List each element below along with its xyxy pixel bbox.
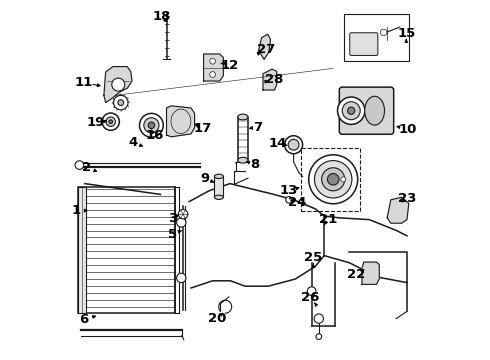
- Circle shape: [288, 139, 299, 150]
- Ellipse shape: [365, 96, 385, 125]
- Circle shape: [112, 78, 125, 91]
- Text: 8: 8: [250, 158, 260, 171]
- Circle shape: [342, 102, 360, 120]
- Bar: [344, 14, 409, 61]
- Circle shape: [286, 197, 292, 203]
- Circle shape: [210, 58, 216, 64]
- Circle shape: [321, 168, 345, 191]
- Circle shape: [106, 117, 116, 126]
- Text: 7: 7: [253, 121, 262, 134]
- Polygon shape: [104, 67, 132, 103]
- Circle shape: [178, 210, 188, 219]
- Text: 21: 21: [318, 213, 337, 226]
- Circle shape: [148, 122, 155, 129]
- Circle shape: [176, 273, 186, 283]
- Circle shape: [176, 218, 186, 227]
- Text: 17: 17: [194, 122, 212, 135]
- Circle shape: [210, 72, 216, 77]
- Text: 9: 9: [200, 172, 209, 185]
- Text: 2: 2: [82, 161, 91, 174]
- Bar: [238, 117, 248, 160]
- Text: 24: 24: [288, 196, 306, 209]
- Text: 12: 12: [221, 59, 239, 72]
- Ellipse shape: [238, 157, 248, 163]
- Circle shape: [327, 174, 339, 185]
- Text: 16: 16: [145, 129, 164, 142]
- Text: 5: 5: [168, 228, 177, 241]
- Text: 27: 27: [257, 43, 276, 56]
- Circle shape: [144, 118, 159, 133]
- Circle shape: [102, 113, 120, 130]
- Polygon shape: [167, 106, 195, 137]
- Circle shape: [338, 97, 365, 124]
- FancyBboxPatch shape: [339, 87, 393, 134]
- Ellipse shape: [238, 114, 248, 120]
- Circle shape: [309, 155, 358, 204]
- Bar: [77, 187, 86, 313]
- Circle shape: [109, 120, 113, 123]
- Text: 11: 11: [74, 76, 93, 89]
- FancyBboxPatch shape: [350, 33, 378, 55]
- Text: 20: 20: [208, 312, 226, 325]
- Bar: [301, 148, 360, 211]
- Circle shape: [140, 113, 163, 137]
- Polygon shape: [263, 69, 277, 90]
- Circle shape: [316, 334, 321, 339]
- Text: 25: 25: [304, 251, 322, 264]
- Text: 3: 3: [168, 212, 177, 225]
- Polygon shape: [259, 34, 270, 59]
- Text: 23: 23: [398, 192, 416, 204]
- Circle shape: [314, 314, 323, 323]
- Text: 13: 13: [280, 184, 298, 197]
- Circle shape: [75, 161, 84, 169]
- Circle shape: [118, 100, 123, 105]
- Text: 26: 26: [301, 291, 319, 304]
- Circle shape: [380, 29, 387, 36]
- Text: 15: 15: [397, 27, 416, 40]
- Text: 4: 4: [128, 136, 137, 149]
- Polygon shape: [204, 54, 223, 81]
- Text: 19: 19: [86, 116, 105, 129]
- Circle shape: [341, 177, 346, 182]
- Text: 10: 10: [398, 123, 417, 136]
- Polygon shape: [387, 197, 409, 223]
- Text: 14: 14: [269, 137, 287, 150]
- Ellipse shape: [215, 174, 223, 179]
- Circle shape: [315, 161, 352, 198]
- Circle shape: [307, 287, 316, 296]
- Ellipse shape: [215, 195, 223, 199]
- Text: 18: 18: [152, 10, 171, 23]
- Text: 6: 6: [79, 313, 88, 326]
- Polygon shape: [362, 262, 379, 284]
- Text: 1: 1: [71, 204, 80, 217]
- Bar: [77, 187, 175, 313]
- Text: 22: 22: [347, 268, 365, 281]
- Bar: [215, 176, 223, 197]
- Circle shape: [114, 95, 128, 110]
- Circle shape: [347, 107, 355, 114]
- Text: 28: 28: [265, 73, 284, 86]
- Circle shape: [285, 136, 303, 154]
